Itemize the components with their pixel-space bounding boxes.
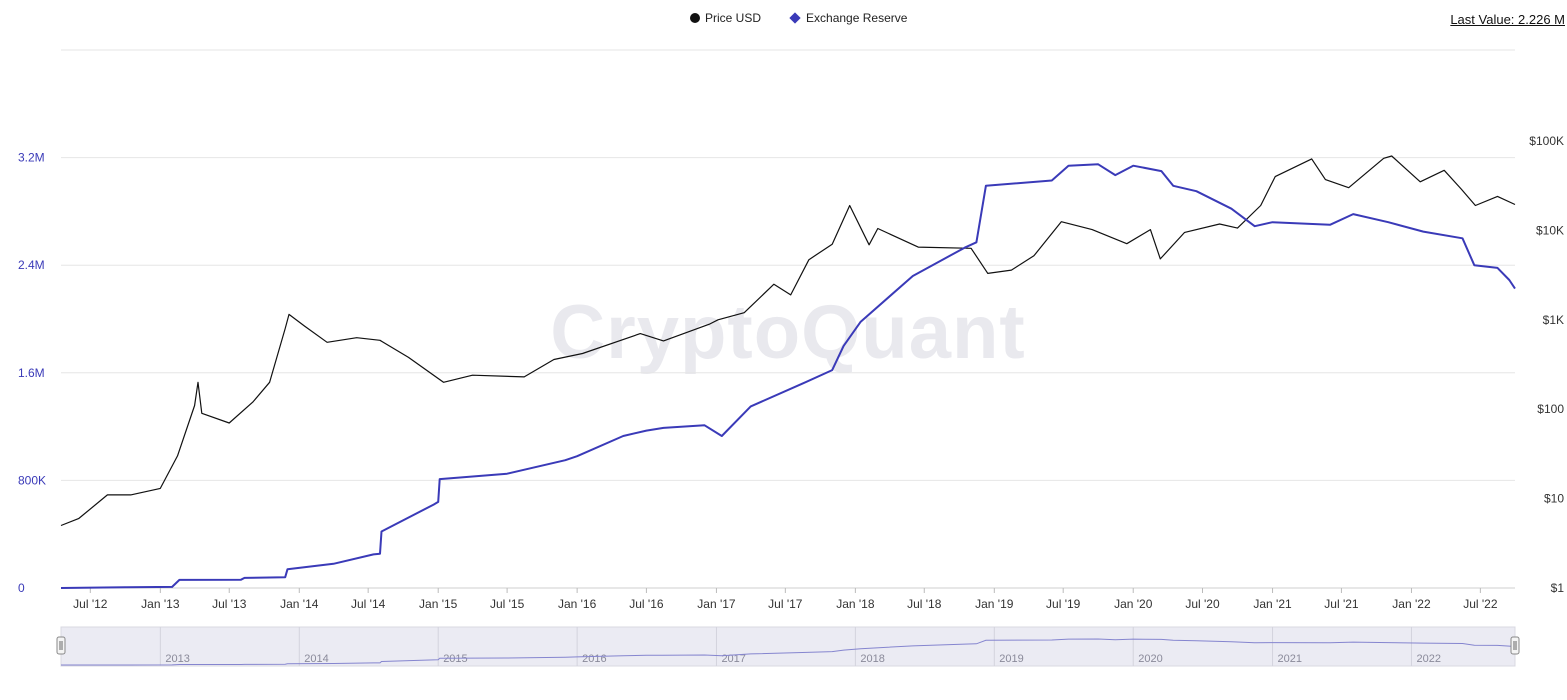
x-tick-label: Jan '17 bbox=[697, 597, 736, 611]
navigator-year-label: 2017 bbox=[721, 653, 745, 665]
x-tick-label: Jan '15 bbox=[419, 597, 458, 611]
right-axis: $1 $10 $100 $1K $10K $100K bbox=[1529, 134, 1564, 595]
x-tick-label: Jan '13 bbox=[141, 597, 180, 611]
x-axis: Jul '12 Jan '13 Jul '13 Jan '14 Jul '14 Jan '… bbox=[73, 588, 1498, 611]
x-tick-label: Jul '21 bbox=[1324, 597, 1359, 611]
legend-item-exchange-reserve[interactable]: Exchange Reserve bbox=[789, 11, 908, 25]
legend-label-price: Price USD bbox=[705, 11, 762, 25]
series-line-exchange-reserve bbox=[60, 163, 1516, 589]
navigator-year-label: 2020 bbox=[1138, 653, 1162, 665]
navigator-year-label: 2018 bbox=[860, 653, 884, 665]
series-line-price-usd bbox=[60, 155, 1516, 527]
navigator-handle-right[interactable] bbox=[1510, 636, 1520, 655]
navigator-year-label: 2015 bbox=[443, 653, 467, 665]
navigator-year-label: 2013 bbox=[165, 653, 189, 665]
grid-lines bbox=[61, 49, 1515, 589]
legend-label-exchange-reserve: Exchange Reserve bbox=[806, 11, 908, 25]
x-tick-label: Jan '16 bbox=[558, 597, 597, 611]
x-tick-label: Jan '21 bbox=[1253, 597, 1292, 611]
y-right-tick-label: $100K bbox=[1529, 134, 1564, 148]
x-tick-label: Jan '19 bbox=[975, 597, 1014, 611]
y-right-tick-label: $10K bbox=[1536, 223, 1564, 237]
navigator-year-label: 2019 bbox=[999, 653, 1023, 665]
x-tick-label: Jul '15 bbox=[490, 597, 525, 611]
x-tick-label: Jul '16 bbox=[629, 597, 664, 611]
x-tick-label: Jul '14 bbox=[351, 597, 386, 611]
y-left-tick-label: 3.2M bbox=[18, 151, 45, 165]
y-right-tick-label: $1K bbox=[1543, 313, 1564, 327]
x-tick-label: Jan '22 bbox=[1392, 597, 1431, 611]
navigator-handle-left[interactable] bbox=[56, 636, 66, 655]
navigator-series-line bbox=[61, 638, 1516, 666]
navigator-year-label: 2014 bbox=[304, 653, 328, 665]
y-right-tick-label: $10 bbox=[1544, 492, 1564, 506]
y-left-tick-label: 2.4M bbox=[18, 258, 45, 272]
navigator-year-label: 2022 bbox=[1416, 653, 1440, 665]
left-axis: 0 800K 1.6M 2.4M 3.2M bbox=[18, 151, 46, 595]
y-right-tick-label: $100 bbox=[1537, 402, 1564, 416]
x-tick-label: Jan '14 bbox=[280, 597, 319, 611]
x-tick-label: Jul '17 bbox=[768, 597, 803, 611]
plot-area bbox=[60, 155, 1516, 589]
y-left-tick-label: 1.6M bbox=[18, 366, 45, 380]
y-right-tick-label: $1 bbox=[1551, 581, 1565, 595]
y-left-tick-label: 800K bbox=[18, 473, 46, 487]
x-tick-label: Jul '19 bbox=[1046, 597, 1081, 611]
chart-legend: Price USD Exchange Reserve bbox=[690, 11, 907, 25]
x-tick-label: Jul '18 bbox=[907, 597, 942, 611]
navigator-year-label: 2016 bbox=[582, 653, 606, 665]
y-left-tick-label: 0 bbox=[18, 581, 25, 595]
x-tick-label: Jul '22 bbox=[1463, 597, 1498, 611]
x-tick-label: Jul '20 bbox=[1185, 597, 1220, 611]
x-tick-label: Jul '12 bbox=[73, 597, 108, 611]
watermark: CryptoQuant bbox=[550, 290, 1025, 375]
range-navigator[interactable]: 2013 2014 2015 2016 2017 2018 2019 2020 2021 2022 bbox=[56, 626, 1520, 667]
last-value-label[interactable]: Last Value: 2.226 M bbox=[1450, 12, 1565, 27]
circle-icon bbox=[690, 13, 700, 23]
x-tick-label: Jul '13 bbox=[212, 597, 247, 611]
legend-item-price[interactable]: Price USD bbox=[690, 11, 761, 25]
navigator-year-label: 2021 bbox=[1278, 653, 1302, 665]
x-tick-label: Jan '20 bbox=[1114, 597, 1153, 611]
x-tick-label: Jan '18 bbox=[836, 597, 875, 611]
